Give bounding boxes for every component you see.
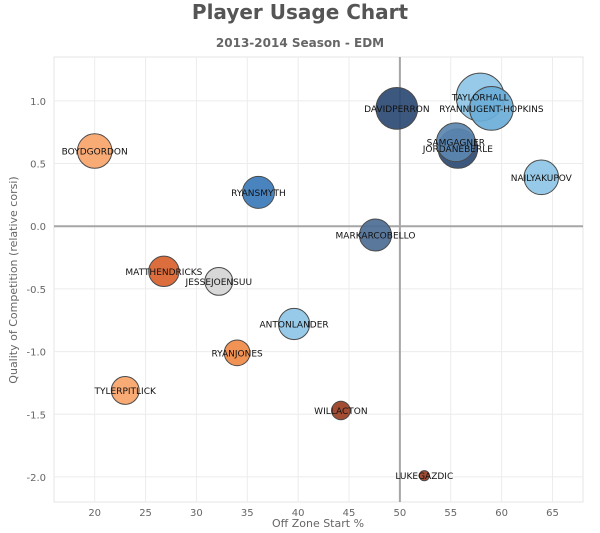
x-tick-label: 25 (139, 508, 152, 519)
x-tick-label: 30 (190, 508, 203, 519)
data-label: RYANSMYTH (231, 189, 286, 199)
data-point (76, 133, 113, 169)
data-point (241, 175, 275, 209)
data-point (277, 307, 311, 341)
data-label: MARKARCOBELLO (336, 232, 416, 242)
x-tick-label: 45 (343, 508, 356, 519)
x-tick-label: 60 (495, 508, 508, 519)
chart-subtitle: 2013-2014 Season - EDM (215, 36, 385, 50)
data-label: JORDANEBERLE (422, 145, 493, 155)
data-point (204, 266, 234, 296)
x-tick-label: 35 (241, 508, 254, 519)
y-tick-label: 1.0 (30, 97, 46, 108)
data-point (418, 470, 430, 482)
data-label: LUKEGAZDIC (395, 472, 453, 482)
reference-lines (54, 57, 583, 502)
data-point (375, 87, 419, 130)
x-tick-label: 40 (292, 508, 305, 519)
data-label: ANTONLANDER (259, 321, 328, 331)
data-label: JESSEJOENSUU (185, 278, 253, 288)
data-label: WILLACTON (314, 407, 367, 417)
data-label: RYANJONES (211, 349, 263, 359)
data-label: SAMGAGNER (427, 139, 485, 149)
data-point (148, 255, 180, 288)
y-axis-label: Quality of Competition (relative corsi) (7, 176, 20, 383)
data-point (435, 122, 476, 163)
x-tick-label: 55 (444, 508, 457, 519)
y-tick-label: -0.5 (26, 285, 46, 296)
data-label: DAVIDPERRON (364, 105, 430, 115)
y-tick-label: 0.5 (30, 160, 46, 171)
data-label: RYANNUGENT-HOPKINS (439, 105, 544, 115)
x-tick-label: 20 (88, 508, 101, 519)
data-label: NAILYAKUPOV (511, 174, 573, 184)
data-point (223, 339, 251, 367)
y-tick-label: 0.0 (30, 222, 46, 233)
plot-area (53, 56, 584, 503)
data-point (523, 159, 560, 196)
chart-title: Player Usage Chart (191, 0, 409, 24)
data-point (110, 376, 140, 405)
data-label: TAYLORHALL (451, 94, 509, 104)
data-points (76, 72, 560, 482)
y-tick-label: -1.0 (26, 348, 46, 359)
x-tick-label: 65 (546, 508, 559, 519)
data-point (469, 85, 514, 131)
data-label: MATTHENDRICKS (125, 268, 202, 278)
data-point (358, 218, 392, 252)
axes: Off Zone Start % Quality of Competition … (7, 97, 559, 530)
data-point (331, 400, 351, 421)
data-label: TYLERPITLICK (94, 387, 157, 397)
y-tick-label: -2.0 (26, 473, 46, 484)
data-label: BOYDGORDON (62, 148, 128, 158)
y-tick-label: -1.5 (26, 410, 46, 421)
gridlines (53, 56, 584, 503)
x-tick-label: 50 (394, 508, 407, 519)
x-axis-label: Off Zone Start % (272, 517, 364, 530)
